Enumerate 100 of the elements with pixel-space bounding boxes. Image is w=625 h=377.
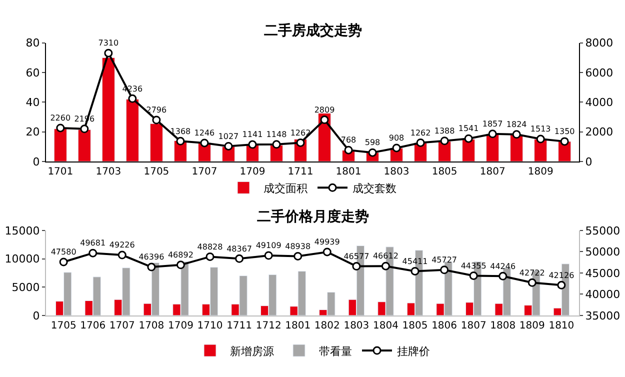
y-tick-label: 0 <box>32 155 40 168</box>
bar <box>150 123 163 162</box>
point <box>560 137 569 146</box>
point <box>104 48 113 58</box>
x-tick-label: 1810 <box>548 320 574 332</box>
x-tick-label: 1709 <box>168 320 194 332</box>
point <box>464 134 473 143</box>
y-tick-label: 60 <box>26 66 40 80</box>
point <box>200 138 209 148</box>
data-label: 46396 <box>138 252 164 262</box>
y2-tick-label: 2000 <box>585 126 614 139</box>
bar <box>510 134 524 162</box>
data-label: 42126 <box>548 270 574 280</box>
point <box>416 138 425 147</box>
x-tick-label: 1808 <box>490 320 516 332</box>
x-tick-label: 1801 <box>285 320 311 332</box>
y2-tick-label: 8000 <box>585 36 614 50</box>
data-label: 1148 <box>266 130 287 140</box>
point <box>88 248 98 258</box>
point <box>381 262 390 270</box>
legend-label: 带看量 <box>319 344 352 358</box>
point <box>80 124 89 134</box>
x-tick-label: 1807 <box>460 320 486 332</box>
y2-tick-label: 35000 <box>585 309 620 322</box>
x-tick-label: 1809 <box>528 166 554 178</box>
point <box>224 142 233 150</box>
bar <box>486 134 500 162</box>
x-tick-label: 1806 <box>432 320 458 332</box>
data-label: 768 <box>340 136 356 145</box>
x-tick-label: 1807 <box>480 166 506 178</box>
point <box>440 266 449 274</box>
data-label: 1262 <box>290 128 311 138</box>
point <box>352 262 361 271</box>
data-label: 598 <box>364 138 380 148</box>
y-tick-label: 15000 <box>4 224 40 238</box>
data-label: 46612 <box>372 252 398 261</box>
point <box>392 144 401 152</box>
point <box>410 266 420 276</box>
point <box>498 272 508 280</box>
y-tick-label: 40 <box>26 96 40 110</box>
y2-tick-label: 0 <box>585 155 592 168</box>
data-label: 7310 <box>98 38 119 48</box>
data-label: 44355 <box>460 261 486 270</box>
x-tick-label: 1710 <box>197 320 223 332</box>
point <box>322 248 332 256</box>
data-label: 46892 <box>168 250 194 260</box>
data-label: 1141 <box>242 130 263 140</box>
point <box>56 124 65 132</box>
x-tick-label: 1805 <box>432 166 458 178</box>
point <box>512 130 521 139</box>
y2-tick-label: 6000 <box>585 66 614 80</box>
data-label: 49109 <box>256 241 282 250</box>
data-label: 48938 <box>285 242 311 251</box>
point <box>176 260 185 270</box>
y2-tick-label: 45000 <box>585 266 620 280</box>
x-tick-label: 1805 <box>402 320 428 332</box>
legend-label: 新增房源 <box>230 344 274 358</box>
bar <box>54 128 67 162</box>
data-label: 1388 <box>434 126 455 136</box>
x-tick-label: 1705 <box>50 320 76 332</box>
legend-label: 挂牌价 <box>397 344 430 358</box>
data-label: 49226 <box>109 240 135 250</box>
x-tick-label: 1809 <box>519 320 545 332</box>
point <box>469 271 478 280</box>
x-tick-label: 1802 <box>314 320 340 332</box>
data-label: 1368 <box>170 126 191 136</box>
x-tick-label: 1709 <box>240 166 266 178</box>
data-label: 1513 <box>530 124 551 134</box>
legend-label: 成交面积 <box>264 182 308 195</box>
y-tick-label: 0 <box>32 309 40 322</box>
x-tick-label: 1804 <box>372 320 398 332</box>
x-tick-label: 1803 <box>384 166 410 178</box>
point <box>344 146 353 154</box>
point <box>264 251 273 260</box>
point <box>147 262 156 272</box>
bar <box>102 57 115 162</box>
data-label: 1350 <box>554 127 575 136</box>
point <box>235 254 244 263</box>
y2-tick-label: 50000 <box>585 246 620 259</box>
data-label: 1027 <box>218 132 239 141</box>
point <box>294 252 302 260</box>
data-label: 2260 <box>50 114 71 123</box>
y2-tick-label: 4000 <box>585 96 614 110</box>
data-label: 48367 <box>226 244 252 254</box>
x-tick-label: 1706 <box>80 320 106 332</box>
point <box>206 252 214 261</box>
data-label: 49939 <box>314 238 340 247</box>
data-label: 1541 <box>458 124 479 134</box>
point <box>536 134 545 144</box>
data-label: 49681 <box>80 238 106 248</box>
x-tick-label: 1803 <box>344 320 370 332</box>
point <box>118 250 126 260</box>
point <box>128 94 137 103</box>
y-tick-label: 10000 <box>4 252 40 266</box>
data-label: 1246 <box>194 128 215 138</box>
point <box>296 138 305 147</box>
point <box>488 130 497 138</box>
x-tick-label: 1705 <box>144 166 170 178</box>
data-label: 1857 <box>482 120 503 129</box>
data-label: 44246 <box>490 262 516 271</box>
